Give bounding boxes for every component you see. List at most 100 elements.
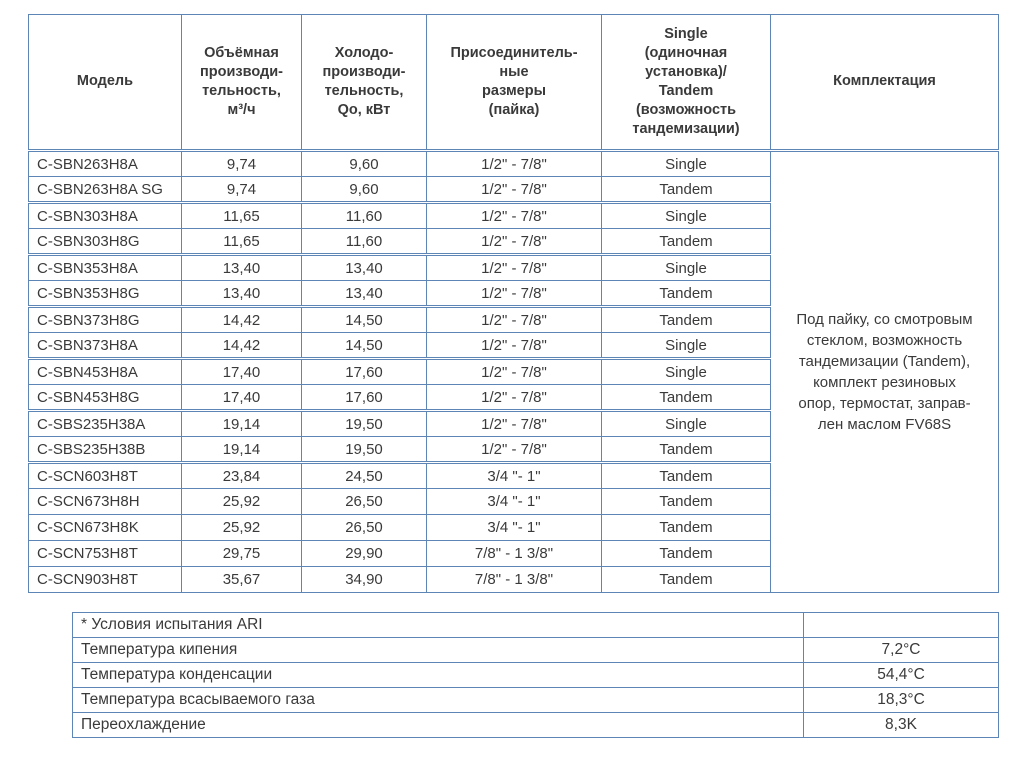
volume-cell: 9,74 — [181, 176, 302, 204]
condition-label: Температура конденсации — [72, 662, 804, 688]
header-row: Модель Объёмная производи- тельность, м³… — [28, 14, 999, 152]
type-cell: Tandem — [601, 488, 771, 515]
table-row: C-SBN263H8A 9,74 9,60 1/2" - 7/8" Single… — [28, 150, 999, 593]
connection-cell: 1/2" - 7/8" — [426, 254, 602, 281]
table-row: C-SBN373H8G 14,42 14,50 1/2" - 7/8" Tand… — [28, 306, 999, 333]
cooling-cell: 9,60 — [301, 176, 427, 204]
connection-cell: 1/2" - 7/8" — [426, 358, 602, 385]
header-equipment: Комплектация — [770, 14, 999, 152]
type-cell: Single — [601, 150, 771, 177]
header-single-tandem: Single (одиночная установка)/ Tandem (во… — [601, 14, 771, 152]
model-cell: C-SBN373H8A — [28, 332, 182, 360]
volume-cell: 14,42 — [181, 332, 302, 360]
cooling-cell: 29,90 — [301, 540, 427, 567]
conditions-title: * Условия испытания ARI — [72, 612, 804, 638]
volume-cell: 11,65 — [181, 228, 302, 256]
conditions-header-row: * Условия испытания ARI — [72, 612, 999, 638]
volume-cell: 19,14 — [181, 436, 302, 464]
type-cell: Single — [601, 410, 771, 437]
table-row: C-SBN373H8A 14,42 14,50 1/2" - 7/8" Sing… — [28, 332, 999, 360]
table-row: C-SBN303H8G 11,65 11,60 1/2" - 7/8" Tand… — [28, 228, 999, 256]
condition-label: Температура всасываемого газа — [72, 687, 804, 713]
table-row: C-SBS235H38B 19,14 19,50 1/2" - 7/8" Tan… — [28, 436, 999, 464]
cooling-cell: 14,50 — [301, 332, 427, 360]
connection-cell: 1/2" - 7/8" — [426, 332, 602, 360]
type-cell: Single — [601, 358, 771, 385]
table-row: C-SBN353H8A 13,40 13,40 1/2" - 7/8" Sing… — [28, 254, 999, 281]
model-cell: C-SBN263H8A — [28, 150, 182, 177]
model-cell: C-SBN373H8G — [28, 306, 182, 333]
model-cell: C-SBN263H8A SG — [28, 176, 182, 204]
type-cell: Tandem — [601, 566, 771, 593]
volume-cell: 9,74 — [181, 150, 302, 177]
cooling-cell: 26,50 — [301, 514, 427, 541]
table-row: C-SBN303H8A 11,65 11,60 1/2" - 7/8" Sing… — [28, 202, 999, 229]
model-cell: C-SCN753H8T — [28, 540, 182, 567]
condition-value: 54,4°C — [803, 662, 999, 688]
model-cell: C-SCN673H8K — [28, 514, 182, 541]
connection-cell: 1/2" - 7/8" — [426, 202, 602, 229]
table-row: C-SCN673H8H 25,92 26,50 3/4 "- 1" Tandem — [28, 488, 999, 515]
table-row: C-SCN903H8T 35,67 34,90 7/8" - 1 3/8" Ta… — [28, 566, 999, 593]
volume-cell: 19,14 — [181, 410, 302, 437]
volume-cell: 29,75 — [181, 540, 302, 567]
table-row: C-SBS235H38A 19,14 19,50 1/2" - 7/8" Sin… — [28, 410, 999, 437]
cooling-cell: 19,50 — [301, 410, 427, 437]
connection-cell: 1/2" - 7/8" — [426, 384, 602, 412]
volume-cell: 25,92 — [181, 514, 302, 541]
header-volume: Объёмная производи- тельность, м³/ч — [181, 14, 302, 152]
model-cell: C-SCN603H8T — [28, 462, 182, 489]
type-cell: Single — [601, 202, 771, 229]
type-cell: Tandem — [601, 280, 771, 308]
condition-label: Переохлаждение — [72, 712, 804, 738]
header-model: Модель — [28, 14, 182, 152]
connection-cell: 3/4 "- 1" — [426, 462, 602, 489]
connection-cell: 7/8" - 1 3/8" — [426, 540, 602, 567]
volume-cell: 11,65 — [181, 202, 302, 229]
cooling-cell: 17,60 — [301, 384, 427, 412]
connection-cell: 1/2" - 7/8" — [426, 150, 602, 177]
connection-cell: 1/2" - 7/8" — [426, 176, 602, 204]
type-cell: Tandem — [601, 306, 771, 333]
model-cell: C-SBN353H8A — [28, 254, 182, 281]
connection-cell: 1/2" - 7/8" — [426, 436, 602, 464]
condition-row: Переохлаждение 8,3K — [72, 712, 999, 738]
conditions-title-value — [803, 612, 999, 638]
condition-row: Температура всасываемого газа 18,3°C — [72, 687, 999, 713]
volume-cell: 14,42 — [181, 306, 302, 333]
volume-cell: 25,92 — [181, 488, 302, 515]
model-cell: C-SBS235H38A — [28, 410, 182, 437]
cooling-cell: 11,60 — [301, 228, 427, 256]
model-cell: C-SBS235H38B — [28, 436, 182, 464]
connection-cell: 1/2" - 7/8" — [426, 410, 602, 437]
type-cell: Tandem — [601, 228, 771, 256]
cooling-cell: 11,60 — [301, 202, 427, 229]
connection-cell: 1/2" - 7/8" — [426, 280, 602, 308]
connection-cell: 1/2" - 7/8" — [426, 306, 602, 333]
table-row: C-SBN263H8A SG 9,74 9,60 1/2" - 7/8" Tan… — [28, 176, 999, 204]
conditions-table: * Условия испытания ARI Температура кипе… — [72, 612, 999, 738]
model-cell: C-SBN453H8A — [28, 358, 182, 385]
header-connection: Присоединитель- ные размеры (пайка) — [426, 14, 602, 152]
cooling-cell: 14,50 — [301, 306, 427, 333]
cooling-cell: 26,50 — [301, 488, 427, 515]
volume-cell: 17,40 — [181, 358, 302, 385]
model-cell: C-SBN303H8A — [28, 202, 182, 229]
equipment-note: Под пайку, со смотровым стеклом, возможн… — [770, 150, 999, 593]
connection-cell: 1/2" - 7/8" — [426, 228, 602, 256]
connection-cell: 3/4 "- 1" — [426, 514, 602, 541]
cooling-cell: 17,60 — [301, 358, 427, 385]
volume-cell: 13,40 — [181, 280, 302, 308]
cooling-cell: 13,40 — [301, 280, 427, 308]
model-cell: C-SCN903H8T — [28, 566, 182, 593]
condition-value: 18,3°C — [803, 687, 999, 713]
cooling-cell: 34,90 — [301, 566, 427, 593]
table-row: C-SBN453H8G 17,40 17,60 1/2" - 7/8" Tand… — [28, 384, 999, 412]
condition-row: Температура кипения 7,2°C — [72, 637, 999, 663]
condition-label: Температура кипения — [72, 637, 804, 663]
condition-row: Температура конденсации 54,4°C — [72, 662, 999, 688]
cooling-cell: 24,50 — [301, 462, 427, 489]
spec-table: Модель Объёмная производи- тельность, м³… — [28, 14, 999, 593]
type-cell: Tandem — [601, 540, 771, 567]
